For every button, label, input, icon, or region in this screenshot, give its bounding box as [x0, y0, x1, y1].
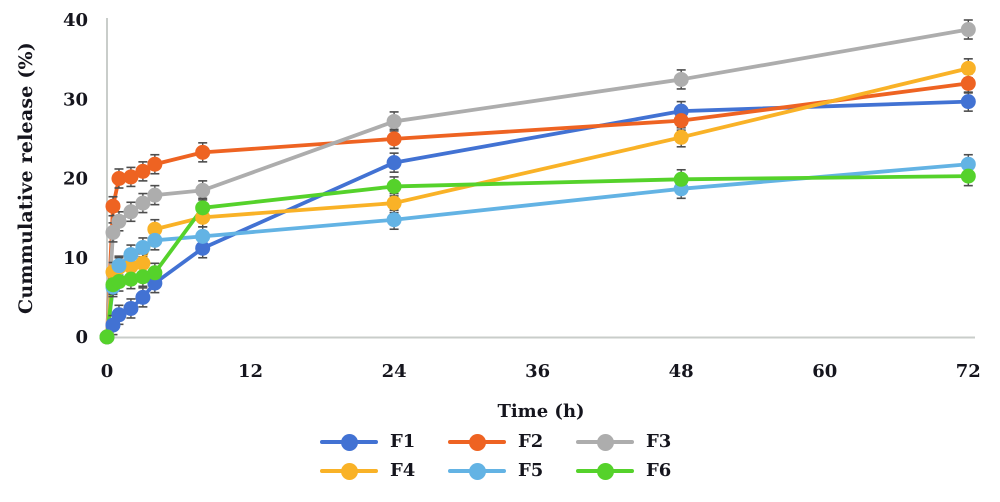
legend-marker-icon	[320, 433, 378, 451]
legend-label: F4	[390, 460, 416, 481]
legend-item-F1: F1	[320, 433, 424, 451]
data-point-F3	[123, 204, 139, 220]
y-tick-label: 30	[63, 89, 88, 110]
legend-label: F6	[646, 460, 672, 481]
data-point-F1	[195, 240, 211, 256]
data-point-F6	[960, 168, 976, 184]
series-F5-line	[105, 162, 971, 339]
y-tick-label: 40	[63, 10, 88, 31]
data-point-F4	[123, 258, 139, 274]
data-point-F1	[147, 275, 163, 291]
data-point-F1	[386, 155, 402, 171]
legend-marker-icon	[320, 462, 378, 480]
data-point-F2	[123, 169, 139, 185]
legend-item-F4: F4	[320, 462, 424, 480]
x-tick-label: 24	[382, 361, 407, 382]
data-point-F2	[960, 75, 976, 91]
data-point-F4	[147, 221, 163, 237]
legend-row: F1 F2 F3	[320, 433, 680, 451]
legend-item-F3: F3	[576, 433, 680, 451]
line-chart-canvas: 0 10 20 30 40 0 12 24 36 48 60 72	[63, 10, 981, 382]
data-point-F5	[147, 232, 163, 248]
legend-label: F3	[646, 431, 672, 452]
data-point-F6	[99, 329, 115, 345]
legend-item-F2: F2	[448, 433, 552, 451]
legend-marker-icon	[448, 462, 506, 480]
legend-marker-icon	[576, 462, 634, 480]
data-point-F6	[123, 271, 139, 287]
series-F2-line	[105, 81, 971, 339]
data-point-F2	[195, 144, 211, 160]
data-point-F6	[195, 200, 211, 216]
data-point-F1	[960, 94, 976, 110]
data-point-F5	[960, 156, 976, 172]
y-tick-label: 20	[63, 169, 88, 190]
data-point-F4	[960, 60, 976, 76]
data-point-F4	[673, 129, 689, 145]
data-point-F6	[386, 178, 402, 194]
x-tick-label: 12	[238, 361, 263, 382]
data-point-F3	[111, 213, 127, 229]
data-point-F1	[111, 307, 127, 323]
data-point-F5	[195, 228, 211, 244]
data-point-F1	[135, 289, 151, 305]
x-tick-label: 48	[669, 361, 694, 382]
data-point-F3	[195, 182, 211, 198]
x-tick-label: 72	[956, 361, 981, 382]
data-point-F2	[105, 198, 121, 214]
x-tick-label: 60	[812, 361, 837, 382]
data-point-F4	[386, 195, 402, 211]
data-point-F5	[123, 247, 139, 263]
data-point-F1	[123, 300, 139, 316]
data-point-F5	[135, 239, 151, 255]
data-point-F3	[147, 187, 163, 203]
data-point-F3	[105, 224, 121, 240]
x-tick-label: 0	[101, 361, 114, 382]
series-F6-line	[105, 174, 971, 339]
legend-label: F2	[518, 431, 544, 452]
data-point-F6	[147, 265, 163, 281]
chart-legend: F1 F2 F3 F4 F5 F6	[0, 433, 1000, 480]
data-point-F2	[135, 163, 151, 179]
legend-label: F1	[390, 431, 416, 452]
data-point-F3	[386, 113, 402, 129]
x-axis-title: Time (h)	[497, 401, 585, 422]
y-tick-label: 10	[63, 248, 88, 269]
legend-marker-icon	[448, 433, 506, 451]
data-point-F6	[111, 274, 127, 290]
data-point-F6	[135, 269, 151, 285]
legend-row: F4 F5 F6	[320, 462, 680, 480]
legend-item-F6: F6	[576, 462, 680, 480]
data-point-F3	[960, 22, 976, 38]
data-point-F4	[135, 255, 151, 271]
legend-marker-icon	[576, 433, 634, 451]
data-point-F5	[111, 258, 127, 274]
data-point-F6	[673, 171, 689, 187]
x-tick-label: 36	[525, 361, 550, 382]
data-point-F2	[673, 113, 689, 129]
y-tick-label: 0	[75, 327, 88, 348]
data-point-F2	[147, 156, 163, 172]
data-point-F5	[386, 212, 402, 228]
data-point-F3	[673, 71, 689, 87]
data-point-F3	[135, 195, 151, 211]
legend-label: F5	[518, 460, 544, 481]
legend-item-F5: F5	[448, 462, 552, 480]
data-point-F2	[111, 171, 127, 186]
data-point-F2	[386, 131, 402, 147]
series-F1-line	[105, 99, 971, 339]
